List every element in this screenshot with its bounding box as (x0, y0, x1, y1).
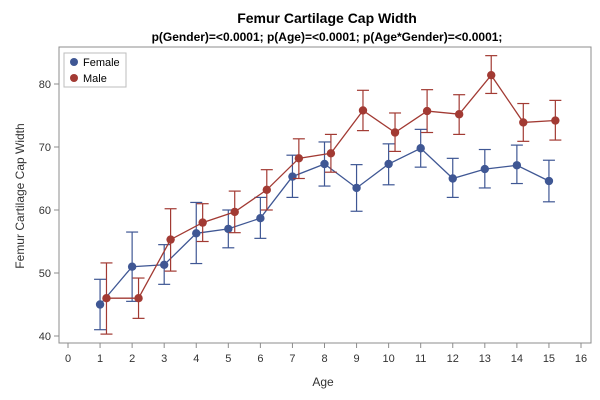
male-point-6 (294, 154, 304, 163)
y-axis-label: Femur Cartilage Cap Width (13, 123, 27, 268)
x-tick-label-4: 4 (193, 353, 199, 365)
male-point-12 (487, 70, 496, 80)
female-point-0 (95, 300, 105, 309)
x-tick-label-8: 8 (321, 353, 327, 365)
y-tick-label-0: 40 (39, 331, 51, 343)
x-tick-label-5: 5 (225, 353, 231, 365)
male-point-5 (262, 185, 271, 195)
y-tick-label-1: 50 (39, 268, 51, 280)
chart-subtitle: p(Gender)=<0.0001; p(Age)=<0.0001; p(Age… (152, 30, 503, 44)
y-tick-label-3: 70 (39, 142, 51, 154)
female-point-14 (544, 176, 554, 186)
female-point-12 (480, 164, 490, 174)
y-tick-label-2: 60 (39, 205, 51, 217)
male-point-3 (198, 218, 207, 227)
female-point-3 (192, 229, 201, 238)
series-layer (94, 55, 562, 335)
male-point-4 (230, 207, 239, 217)
male-point-13 (519, 118, 528, 127)
male-point-9 (390, 128, 400, 137)
female-point-2 (159, 260, 169, 270)
male-point-7 (326, 149, 336, 158)
legend-marker-female (70, 58, 78, 66)
x-tick-label-1: 1 (97, 353, 103, 365)
female-point-5 (256, 213, 265, 223)
male-point-2 (166, 235, 175, 244)
x-tick-label-16: 16 (575, 353, 587, 365)
male-point-1 (134, 294, 143, 303)
x-axis: 0 1 2 3 4 5 6 7 8 9 10 11 12 13 14 15 16 (65, 343, 587, 365)
male-point-10 (422, 106, 432, 116)
x-tick-label-9: 9 (354, 353, 360, 365)
x-tick-label-10: 10 (383, 353, 395, 365)
x-tick-label-12: 12 (447, 353, 459, 365)
series-female (94, 128, 555, 331)
female-point-8 (352, 183, 361, 193)
female-point-4 (224, 224, 233, 234)
x-tick-label-2: 2 (129, 353, 135, 365)
male-point-8 (358, 106, 368, 115)
legend-label-female: Female (83, 57, 120, 69)
male-point-0 (102, 294, 111, 303)
female-point-6 (288, 172, 297, 181)
x-tick-label-11: 11 (415, 353, 426, 365)
x-tick-label-3: 3 (161, 353, 167, 365)
chart-title: Femur Cartilage Cap Width (237, 10, 417, 26)
male-point-14 (551, 116, 560, 125)
female-point-9 (384, 159, 393, 169)
x-tick-label-15: 15 (543, 353, 555, 365)
x-tick-label-7: 7 (289, 353, 295, 365)
female-point-10 (416, 144, 425, 153)
legend-label-male: Male (83, 73, 107, 85)
x-tick-label-13: 13 (479, 353, 491, 365)
legend-entries: Female Male (70, 57, 120, 85)
y-tick-label-4: 80 (39, 79, 51, 91)
legend-marker-male (70, 74, 78, 82)
female-point-11 (448, 174, 457, 183)
x-tick-label-14: 14 (511, 353, 523, 365)
female-point-1 (127, 262, 137, 271)
x-tick-label-6: 6 (257, 353, 263, 365)
y-axis: 40 50 60 70 80 (39, 79, 59, 343)
series-male (100, 55, 562, 335)
x-tick-label-0: 0 (65, 353, 71, 365)
male-point-11 (454, 110, 464, 119)
female-point-13 (512, 161, 522, 170)
legend: Female Male (63, 52, 127, 88)
x-axis-label: Age (312, 375, 334, 389)
female-point-7 (320, 159, 329, 169)
